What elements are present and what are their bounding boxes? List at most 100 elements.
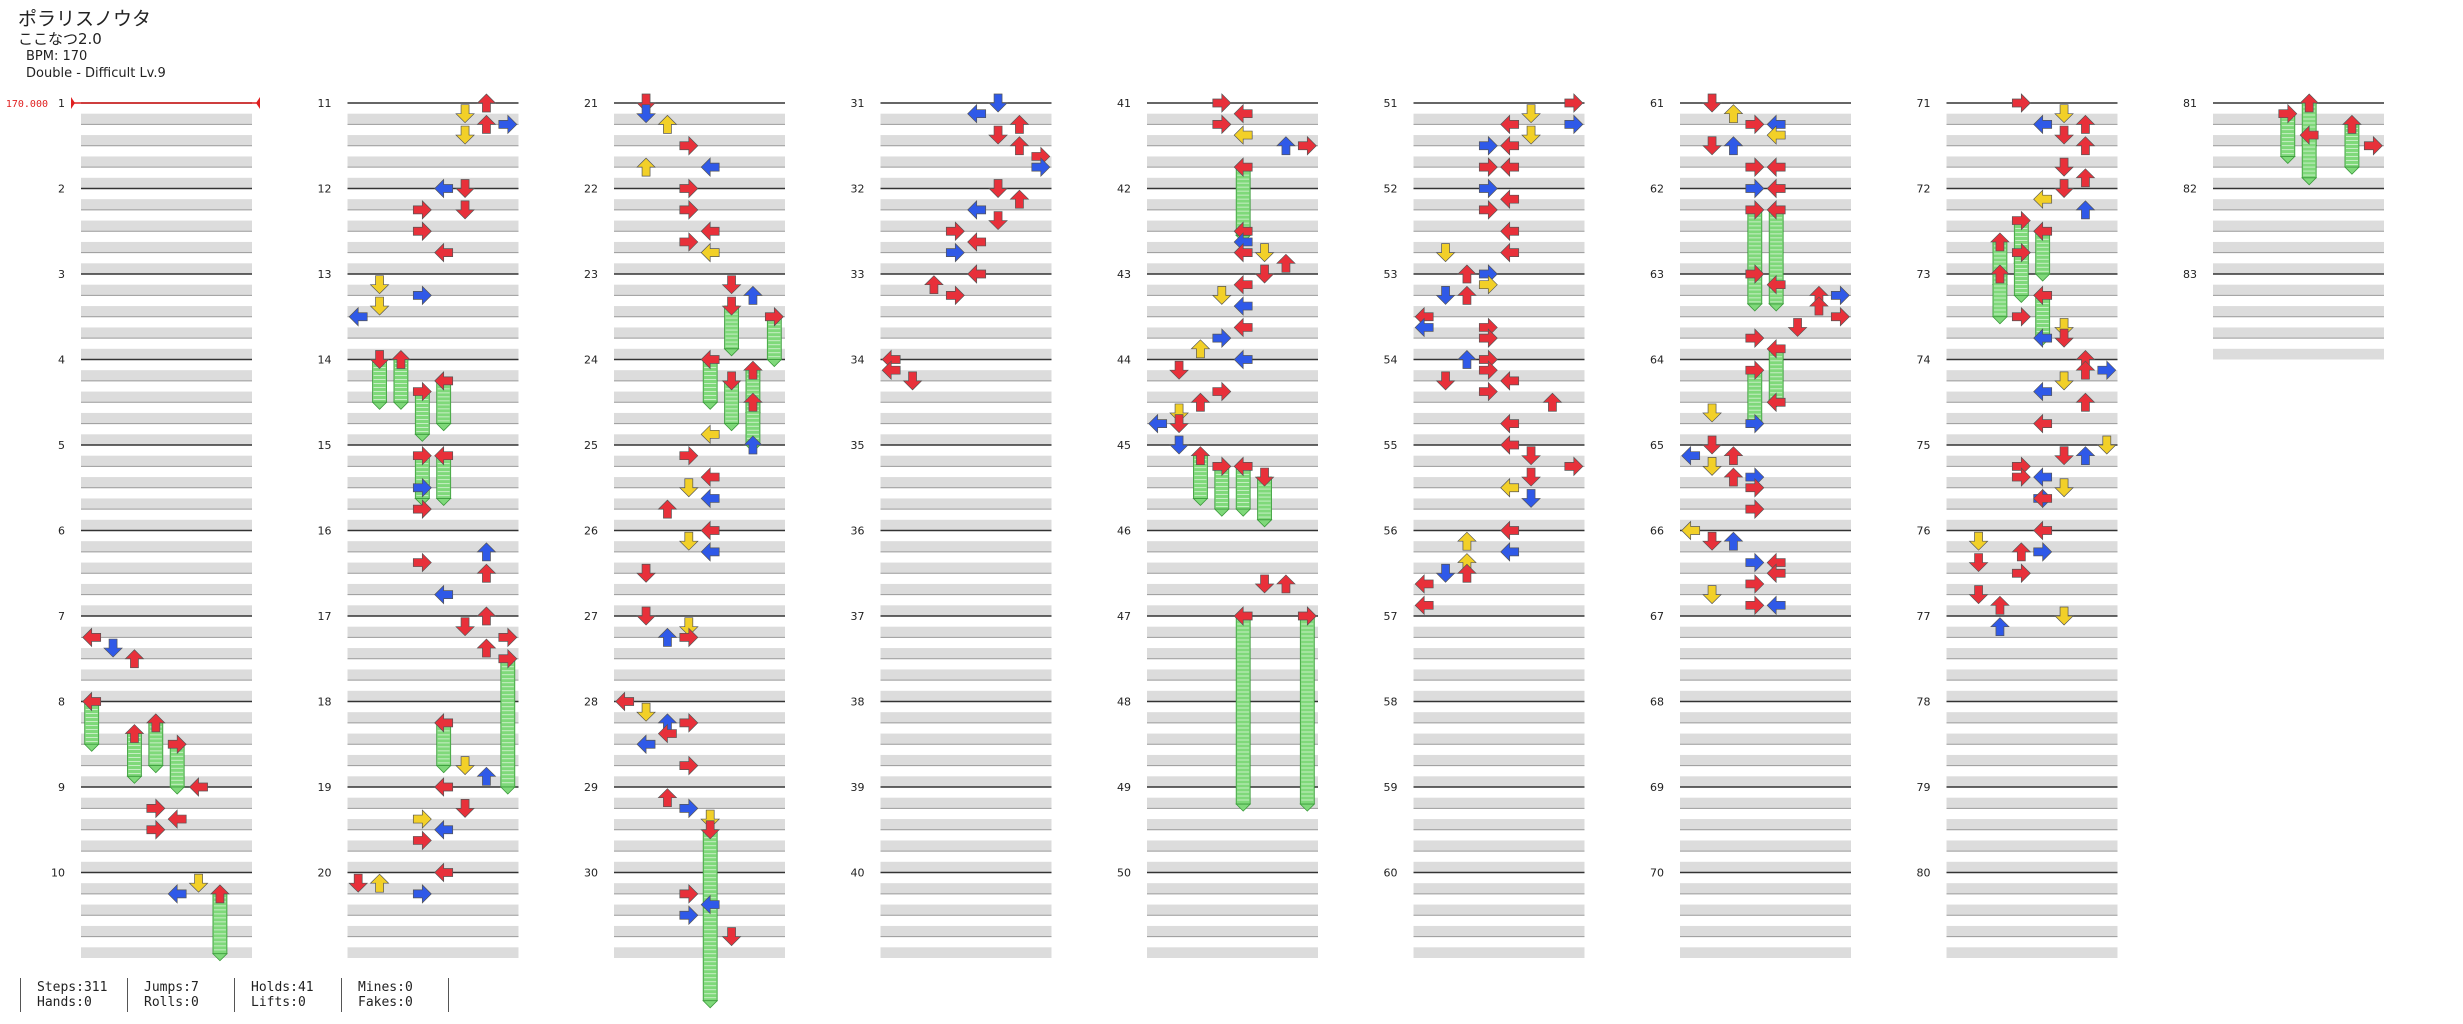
beat-stripe [1946,498,2118,510]
up-arrow-icon [657,788,678,808]
beat-stripe [1946,797,2118,809]
down-arrow-icon [721,275,742,295]
hold-note-right [498,648,518,795]
beat-stripe [614,562,785,574]
beat-stripe [1680,648,1851,659]
step-note-down [2054,446,2074,466]
step-note-up [743,435,763,455]
right-arrow-icon [1212,114,1232,135]
beat-stripe [81,754,252,766]
measure-55: 55 [1384,439,1585,531]
measure-69: 69 [1650,781,1851,873]
down-arrow-icon [369,296,390,316]
up-arrow-icon [1009,114,1030,134]
down-arrow-icon [455,756,475,776]
beat-stripe [1946,861,2118,873]
beat-stripe [880,904,1052,916]
beat-stripe [1680,840,1851,852]
step-note-right [1745,328,1765,348]
beat-stripe [1413,776,1585,787]
step-note-down [1702,457,1722,476]
beat-stripe [1413,925,1585,937]
beat-stripe [880,712,1052,723]
left-arrow-icon [1500,114,1520,135]
right-arrow-icon [146,819,166,840]
step-note-left [434,242,454,263]
down-arrow-icon [902,371,923,391]
left-arrow-icon [967,200,987,220]
measure-76: 76 [1917,525,2118,616]
right-arrow-icon [1745,595,1765,616]
measure-number: 13 [318,268,332,281]
down-arrow-icon [1169,435,1189,455]
down-arrow-icon [700,809,721,829]
measure-number: 54 [1384,354,1398,367]
beat-stripe [880,284,1052,296]
measure-number: 58 [1384,696,1398,709]
beat-stripe [1413,712,1585,723]
right-arrow-icon [498,627,518,648]
beat-stripe [1147,391,1318,403]
step-note-right [412,200,432,220]
beat-stripe [347,776,519,787]
beat-stripe [1946,819,2118,830]
measure-12: 12 [318,183,519,274]
left-arrow-icon [1148,413,1168,434]
beat-stripe [1147,776,1318,787]
beat-stripe [1946,562,2118,574]
down-arrow-icon [1254,243,1275,263]
beat-stripe [2213,135,2384,146]
down-arrow-icon [2054,157,2074,177]
beat-stripe [614,754,785,766]
down-arrow-icon [988,125,1008,145]
beat-stripe [1680,541,1851,552]
beat-stripe [1413,690,1585,702]
measure-number: 40 [851,867,865,880]
step-note-left [700,894,720,915]
left-arrow-icon [1233,157,1253,177]
step-note-right [1478,178,1498,199]
step-note-right [146,798,166,819]
measure-number: 76 [1917,525,1931,538]
hold-note-down [1254,467,1275,528]
measure-number: 41 [1117,97,1131,110]
measure-80: 80 [1917,867,2118,958]
beat-stripe [1680,434,1851,445]
measure-30: 30 [584,867,785,958]
step-note-right [1745,499,1765,519]
step-note-right [2011,467,2031,487]
measure-number: 56 [1384,525,1398,538]
left-arrow-icon [1500,189,1520,210]
step-note-down [1435,371,1456,391]
beat-stripe [880,370,1052,381]
hold-body [2034,230,2051,282]
step-note-left [1233,103,1253,124]
step-note-left [700,221,720,242]
hold-tail [83,743,100,752]
step-note-down [1702,435,1722,455]
beat-stripe [614,477,785,488]
left-arrow-icon [1233,456,1253,477]
step-note-left [1500,221,1520,242]
hold-tail [211,953,228,962]
up-arrow-icon [369,873,390,893]
measure-number: 1 [58,97,65,110]
step-note-up [369,873,390,893]
beat-stripe [347,370,519,381]
step-note-right [1212,328,1232,348]
measure-23: 23 [584,268,785,360]
up-arrow-icon [1457,531,1477,551]
beat-stripe [880,690,1052,702]
beat-stripe [1413,220,1585,232]
left-arrow-icon [434,862,454,883]
right-arrow-icon [1745,178,1765,199]
step-note-down [2054,318,2074,337]
left-arrow-icon [615,691,635,712]
beat-stripe [1147,541,1318,552]
beat-stripe [614,263,785,274]
step-note-down [1521,446,1541,466]
beat-stripe [880,626,1052,638]
beat-stripe [1147,562,1318,574]
beat-stripe [1680,348,1851,360]
step-note-up [1723,531,1744,551]
